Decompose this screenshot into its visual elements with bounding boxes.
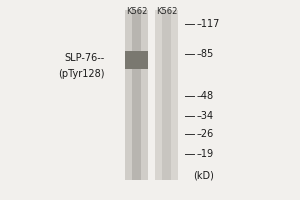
Text: –85: –85	[196, 49, 214, 59]
Text: –48: –48	[196, 91, 214, 101]
Text: (pTyr128): (pTyr128)	[58, 69, 105, 79]
Bar	[125, 51, 148, 69]
Text: K562: K562	[126, 7, 147, 16]
Bar	[155, 10, 178, 180]
Text: (kD): (kD)	[194, 170, 214, 180]
Bar	[125, 10, 148, 180]
Bar	[162, 10, 171, 180]
Text: –34: –34	[196, 111, 214, 121]
Text: K562: K562	[156, 7, 177, 16]
Text: –26: –26	[196, 129, 214, 139]
Text: –19: –19	[196, 149, 214, 159]
Text: –117: –117	[196, 19, 220, 29]
Bar	[132, 10, 141, 180]
Text: SLP-76--: SLP-76--	[65, 53, 105, 63]
